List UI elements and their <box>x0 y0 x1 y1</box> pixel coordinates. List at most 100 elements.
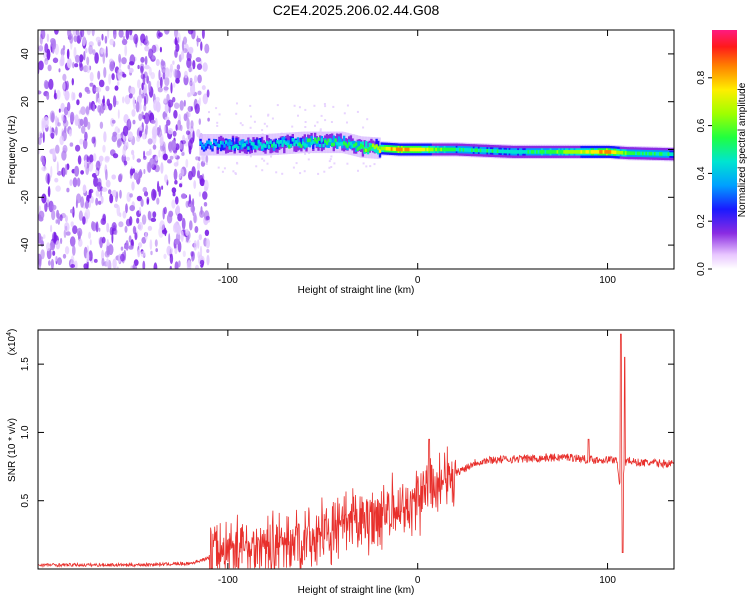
noise-blob <box>88 101 92 111</box>
track-cell <box>356 140 359 148</box>
noise-blob <box>193 180 197 189</box>
noise-blob <box>193 240 198 251</box>
track-cell <box>471 148 474 152</box>
noise-blob <box>64 90 70 101</box>
noise-blob <box>166 119 171 126</box>
noise-blob <box>182 36 188 45</box>
track-cell <box>530 150 534 154</box>
track-cell <box>505 149 508 154</box>
noise-blob <box>51 209 56 221</box>
track-cell <box>262 143 265 148</box>
noise-blob <box>128 118 131 128</box>
track-cell <box>653 152 657 156</box>
noise-blob <box>107 30 110 39</box>
noise-blob <box>180 193 187 199</box>
noise-blob <box>140 250 146 257</box>
noise-blob <box>121 57 127 65</box>
noise-blob <box>112 95 117 108</box>
noise-blob <box>65 231 71 236</box>
noise-blob <box>118 253 121 263</box>
track-cell <box>474 148 477 153</box>
noise-blob <box>69 179 73 187</box>
noise-blob <box>90 196 94 204</box>
track-cell <box>293 138 296 146</box>
noise-blob <box>86 56 90 66</box>
noise-blob <box>201 30 205 39</box>
spectrogram-marks <box>38 30 674 269</box>
y-tick-label: 0.5 <box>20 493 31 507</box>
halo-speck <box>328 160 331 163</box>
noise-blob <box>132 263 136 269</box>
noise-blob <box>207 117 210 122</box>
track-cell <box>230 141 233 146</box>
noise-blob <box>56 161 59 174</box>
track-cell <box>245 141 248 154</box>
noise-blob <box>93 258 98 263</box>
halo-speck <box>236 162 239 165</box>
noise-blob <box>72 245 76 256</box>
noise-blob <box>159 76 163 89</box>
noise-blob <box>64 246 70 255</box>
noise-blob <box>199 210 205 218</box>
noise-blob <box>84 48 88 54</box>
noise-blob <box>204 229 210 236</box>
noise-blob <box>100 195 104 204</box>
noise-blob <box>67 30 72 38</box>
noise-blob <box>171 187 177 194</box>
noise-blob <box>124 94 131 105</box>
snr-series-line <box>38 333 674 569</box>
track-cell <box>366 148 370 153</box>
noise-blob <box>98 79 105 88</box>
halo-speck <box>329 158 332 161</box>
noise-blob <box>194 226 199 233</box>
track-cell <box>312 140 315 144</box>
noise-blob <box>102 213 107 222</box>
noise-blob <box>81 125 86 134</box>
halo-speck <box>357 169 359 172</box>
noise-blob <box>106 98 111 107</box>
noise-blob <box>174 238 180 245</box>
noise-blob <box>48 78 54 90</box>
halo-speck <box>216 124 219 127</box>
noise-blob <box>101 33 104 41</box>
halo-speck <box>323 103 326 105</box>
noise-blob <box>76 99 80 106</box>
track-cell <box>209 135 212 148</box>
noise-blob <box>64 126 67 134</box>
noise-blob <box>117 138 123 147</box>
noise-blob <box>133 172 139 180</box>
track-cell <box>327 140 330 148</box>
halo-speck <box>324 119 327 122</box>
snr-x-ticks: -100 0 100 <box>218 330 616 586</box>
track-cell <box>342 139 346 152</box>
noise-blob <box>69 142 74 147</box>
track-cell <box>455 147 459 152</box>
noise-blob <box>62 167 65 178</box>
noise-blob <box>199 259 205 266</box>
noise-blob <box>55 126 58 136</box>
track-cell <box>378 145 382 153</box>
track-cell <box>438 147 441 152</box>
track-cell <box>266 140 269 145</box>
track-cell <box>577 150 580 154</box>
colorbar: 0.0 0.2 0.4 0.6 0.8 Normalized spectral ampl… <box>696 30 748 276</box>
noise-blob <box>137 79 141 89</box>
noise-blob <box>57 122 61 127</box>
noise-blob <box>153 99 158 111</box>
track-cell <box>283 140 286 144</box>
noise-blob <box>128 93 133 99</box>
noise-blob <box>104 250 111 258</box>
noise-blob <box>89 188 94 194</box>
track-cell <box>204 143 207 151</box>
track-cell <box>392 147 395 151</box>
track-cell <box>424 147 428 152</box>
halo-speck <box>253 120 256 123</box>
halo-speck <box>295 162 298 165</box>
noise-blob <box>64 163 68 176</box>
noise-blob <box>39 132 43 139</box>
track-cell <box>648 151 652 156</box>
track-cell <box>583 150 587 154</box>
track-cell <box>351 144 354 148</box>
track-cell <box>546 150 549 154</box>
noise-blob <box>205 238 210 249</box>
